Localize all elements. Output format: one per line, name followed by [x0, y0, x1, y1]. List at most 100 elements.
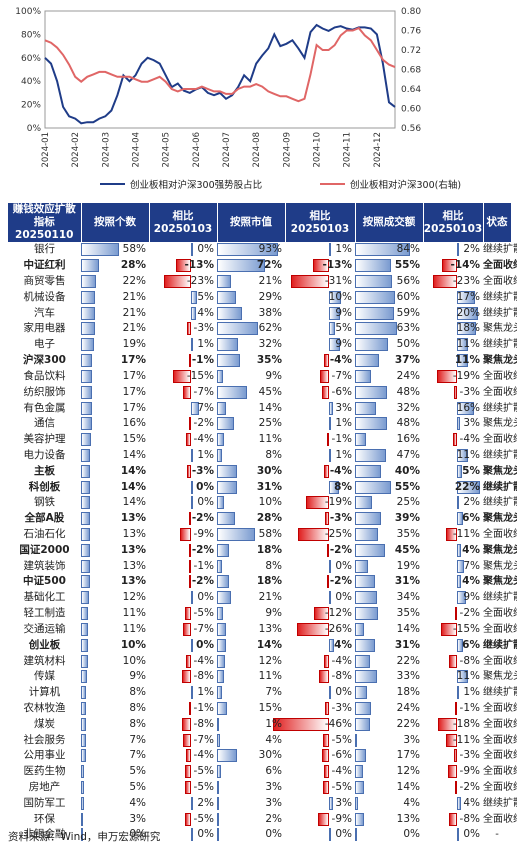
cell-value: 9%: [265, 369, 282, 382]
positive-bar: [217, 385, 247, 399]
positive-bar: [457, 243, 460, 257]
x-tick-label: 2024-05: [162, 132, 172, 168]
change-cell: 1%: [149, 685, 217, 701]
change-cell: -2%: [149, 574, 217, 590]
change-cell: -13%: [285, 258, 355, 274]
negative-bar: [186, 433, 191, 447]
change-cell: 0%: [285, 590, 355, 606]
cell-value: -2%: [459, 781, 480, 794]
positive-bar: [457, 686, 459, 700]
change-cell: 11%: [423, 337, 483, 353]
status-cell: 全面收缩: [483, 702, 517, 714]
value-cell: 29%: [217, 289, 285, 305]
change-cell: 4%: [423, 574, 483, 590]
change-cell: 0%: [149, 242, 217, 258]
cell-value: 25%: [258, 417, 282, 430]
cell-value: 2%: [463, 496, 480, 509]
change-cell: -3%: [285, 701, 355, 717]
positive-bar: [355, 369, 371, 383]
negative-bar: [189, 354, 191, 368]
row-name: 机械设备: [23, 290, 66, 303]
positive-bar: [457, 638, 464, 652]
change-cell: -26%: [285, 622, 355, 638]
cell-value: 0%: [197, 496, 214, 509]
cell-value: -5%: [331, 733, 352, 746]
cell-value: -13%: [184, 259, 215, 272]
row-name: 汽车: [34, 306, 55, 319]
negative-bar: [298, 528, 329, 542]
value-cell: 21%: [217, 274, 285, 290]
value-cell: 2%: [217, 811, 285, 827]
change-cell: 17%: [423, 289, 483, 305]
value-cell: 31%: [355, 574, 423, 590]
value-cell: 21%: [81, 289, 149, 305]
cell-value: 24%: [396, 369, 420, 382]
cell-value: 37%: [394, 354, 420, 367]
table-row: 中证500 13% -2% 18% -2% 31% 4%聚焦龙头: [8, 574, 517, 590]
negative-bar: [175, 259, 191, 273]
cell-value: 45%: [394, 543, 420, 556]
cell-value: 11%: [258, 433, 282, 446]
status-cell: 继续扩散: [483, 307, 517, 319]
cell-value: 11%: [456, 338, 480, 351]
status-cell: 全面收缩: [483, 260, 517, 272]
positive-bar: [355, 701, 371, 715]
change-cell: -18%: [423, 716, 483, 732]
cell-value: 55%: [394, 480, 420, 493]
cell-value: 0%: [129, 828, 146, 841]
positive-bar: [355, 591, 378, 605]
cell-value: -3%: [331, 701, 352, 714]
change-cell: 5%: [149, 289, 217, 305]
value-cell: 0%: [217, 827, 285, 843]
value-cell: 11%: [81, 606, 149, 622]
value-cell: 21%: [81, 305, 149, 321]
value-cell: 16%: [355, 432, 423, 448]
positive-bar: [191, 686, 193, 700]
change-cell: 6%: [423, 511, 483, 527]
positive-bar: [217, 464, 237, 478]
positive-bar: [191, 496, 193, 510]
value-cell: 11%: [81, 622, 149, 638]
table-row: 主板 14% -3% 30% -4% 40% 5%聚焦龙头: [8, 463, 517, 479]
value-cell: 22%: [355, 653, 423, 669]
positive-bar: [191, 306, 196, 320]
row-name: 商贸零售: [23, 275, 66, 288]
negative-bar: [453, 385, 457, 399]
status-cell: 聚焦龙头: [483, 544, 517, 556]
negative-bar: [189, 559, 191, 573]
negative-bar: [438, 717, 457, 731]
negative-bar: [188, 512, 191, 526]
negative-bar: [180, 528, 191, 542]
value-cell: 17%: [81, 353, 149, 369]
change-cell: -4%: [285, 653, 355, 669]
positive-bar: [217, 686, 222, 700]
positive-bar: [81, 464, 91, 478]
cell-value: 3%: [463, 417, 480, 430]
cell-value: 22%: [396, 654, 420, 667]
cell-value: 3%: [335, 796, 352, 809]
value-cell: 9%: [81, 669, 149, 685]
positive-bar: [329, 243, 331, 257]
cell-value: -1%: [193, 559, 214, 572]
positive-bar: [217, 528, 256, 542]
change-cell: -15%: [149, 369, 217, 385]
row-name: 非银金融: [23, 828, 66, 841]
row-name: 中证500: [23, 575, 66, 588]
status-cell: 聚焦龙头: [483, 465, 517, 477]
cell-value: -3%: [329, 512, 352, 525]
positive-bar: [191, 638, 193, 652]
negative-bar: [453, 749, 457, 763]
positive-bar: [457, 417, 461, 431]
row-name: 美容护理: [23, 433, 66, 446]
cell-value: 4%: [334, 638, 352, 651]
value-cell: 38%: [217, 305, 285, 321]
value-cell: 0%: [355, 827, 423, 843]
value-cell: 4%: [217, 732, 285, 748]
row-name: 农林牧渔: [23, 701, 66, 714]
positive-bar: [457, 480, 480, 494]
positive-bar: [217, 749, 237, 763]
cell-value: 35%: [256, 354, 282, 367]
positive-bar: [217, 543, 229, 557]
cell-value: -23%: [186, 275, 214, 288]
